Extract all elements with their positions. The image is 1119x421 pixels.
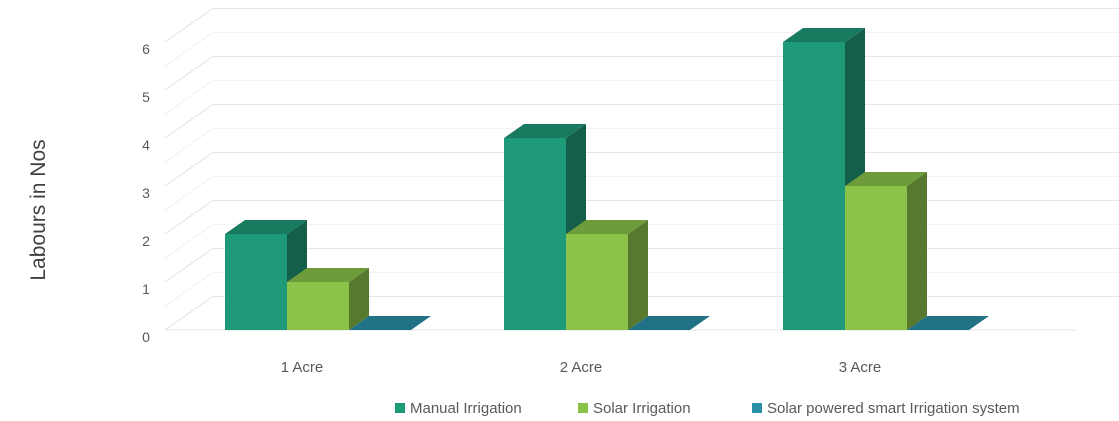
- gridline-minor-side: [164, 175, 214, 211]
- bar-top: [783, 28, 865, 42]
- bar-top: [349, 316, 431, 330]
- bar-side: [349, 268, 369, 330]
- gridline-side: [164, 55, 214, 91]
- y-tick-label: 1: [142, 281, 150, 297]
- gridline-minor-side: [164, 31, 214, 67]
- x-category-label: 2 Acre: [560, 359, 603, 376]
- bar: [287, 268, 369, 330]
- gridline-side: [164, 247, 214, 283]
- bar-top: [845, 172, 927, 186]
- gridline-side: [164, 295, 214, 331]
- bar-top: [907, 316, 989, 330]
- legend: Manual Irrigation Solar Irrigation Solar p…: [395, 400, 1020, 417]
- gridline-minor-side: [164, 127, 214, 163]
- bar-top: [504, 124, 586, 138]
- bar-top: [566, 220, 648, 234]
- bar-side: [907, 172, 927, 330]
- y-axis-title: Labours in Nos: [27, 139, 50, 280]
- x-axis-categories: 1 Acre 2 Acre 3 Acre: [281, 359, 882, 376]
- gridline-minor-side: [164, 223, 214, 259]
- y-tick-label: 2: [142, 233, 150, 249]
- y-tick-label: 5: [142, 89, 150, 105]
- y-tick-label: 3: [142, 185, 150, 201]
- bar: [566, 220, 648, 330]
- bars: [225, 28, 989, 330]
- bar-front: [225, 234, 287, 330]
- bar-front: [845, 186, 907, 330]
- legend-swatch: [752, 403, 762, 413]
- bar: [628, 316, 710, 330]
- gridline-side: [164, 103, 214, 139]
- bar-front: [504, 138, 566, 330]
- gridline-side: [164, 7, 214, 43]
- bar-front: [566, 234, 628, 330]
- gridline-minor-side: [164, 271, 214, 307]
- bar-top: [225, 220, 307, 234]
- legend-item: Solar Irrigation: [578, 400, 691, 417]
- legend-label: Solar powered smart Irrigation system: [767, 400, 1020, 417]
- gridline-side: [164, 199, 214, 235]
- x-category-label: 1 Acre: [281, 359, 324, 376]
- bar-top: [287, 268, 369, 282]
- bar-front: [783, 42, 845, 330]
- legend-label: Solar Irrigation: [593, 400, 691, 417]
- legend-item: Manual Irrigation: [395, 400, 522, 417]
- bar: [349, 316, 431, 330]
- bar-side: [628, 220, 648, 330]
- y-tick-label: 4: [142, 137, 150, 153]
- legend-label: Manual Irrigation: [410, 400, 522, 417]
- gridline-side: [164, 151, 214, 187]
- bar-top: [628, 316, 710, 330]
- x-category-label: 3 Acre: [839, 359, 882, 376]
- legend-swatch: [395, 403, 405, 413]
- gridline-minor-side: [164, 79, 214, 115]
- bar: [907, 316, 989, 330]
- bar-front: [287, 282, 349, 330]
- bar: [845, 172, 927, 330]
- y-axis-ticks: 0 1 2 3 4 5 6: [142, 41, 150, 345]
- legend-item: Solar powered smart Irrigation system: [752, 400, 1020, 417]
- y-tick-label: 6: [142, 41, 150, 57]
- y-tick-label: 0: [142, 329, 150, 345]
- legend-swatch: [578, 403, 588, 413]
